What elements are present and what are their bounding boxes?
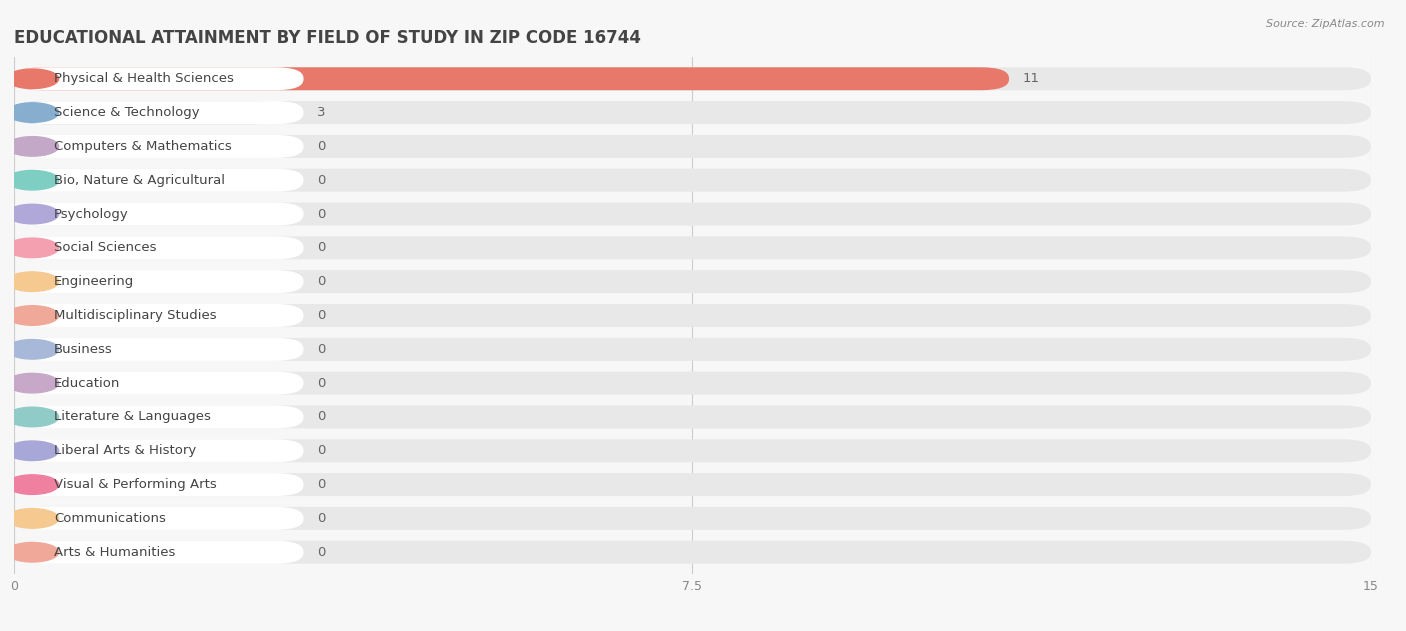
FancyBboxPatch shape: [14, 270, 304, 293]
Text: EDUCATIONAL ATTAINMENT BY FIELD OF STUDY IN ZIP CODE 16744: EDUCATIONAL ATTAINMENT BY FIELD OF STUDY…: [14, 29, 641, 47]
Text: 0: 0: [318, 275, 325, 288]
Text: Arts & Humanities: Arts & Humanities: [53, 546, 176, 558]
FancyBboxPatch shape: [14, 541, 304, 563]
Text: Science & Technology: Science & Technology: [53, 106, 200, 119]
Text: Multidisciplinary Studies: Multidisciplinary Studies: [53, 309, 217, 322]
Circle shape: [7, 374, 59, 393]
Circle shape: [7, 137, 59, 156]
Text: Business: Business: [53, 343, 112, 356]
Circle shape: [7, 103, 59, 122]
FancyBboxPatch shape: [14, 237, 304, 259]
FancyBboxPatch shape: [14, 168, 1371, 192]
Circle shape: [7, 339, 59, 359]
Text: 0: 0: [318, 174, 325, 187]
Text: Physical & Health Sciences: Physical & Health Sciences: [53, 73, 233, 85]
Text: 0: 0: [318, 512, 325, 525]
FancyBboxPatch shape: [14, 372, 304, 394]
FancyBboxPatch shape: [14, 135, 304, 158]
Text: 0: 0: [318, 410, 325, 423]
Text: 0: 0: [318, 478, 325, 491]
Text: Education: Education: [53, 377, 121, 389]
Circle shape: [7, 407, 59, 427]
FancyBboxPatch shape: [14, 507, 304, 530]
FancyBboxPatch shape: [14, 473, 304, 496]
FancyBboxPatch shape: [14, 372, 1371, 394]
FancyBboxPatch shape: [14, 439, 1371, 463]
Circle shape: [7, 238, 59, 257]
Text: Psychology: Psychology: [53, 208, 129, 221]
Text: 11: 11: [1022, 73, 1039, 85]
Text: 0: 0: [318, 309, 325, 322]
FancyBboxPatch shape: [14, 338, 304, 361]
Text: 0: 0: [318, 444, 325, 457]
Text: 3: 3: [318, 106, 326, 119]
Circle shape: [7, 272, 59, 292]
FancyBboxPatch shape: [14, 507, 1371, 530]
FancyBboxPatch shape: [14, 68, 1010, 90]
FancyBboxPatch shape: [14, 406, 304, 428]
Text: Source: ZipAtlas.com: Source: ZipAtlas.com: [1267, 19, 1385, 29]
FancyBboxPatch shape: [14, 101, 304, 124]
Text: 0: 0: [318, 377, 325, 389]
Circle shape: [7, 306, 59, 325]
FancyBboxPatch shape: [14, 270, 1371, 293]
FancyBboxPatch shape: [14, 68, 304, 90]
FancyBboxPatch shape: [14, 304, 304, 327]
FancyBboxPatch shape: [14, 338, 1371, 361]
FancyBboxPatch shape: [14, 406, 1371, 428]
FancyBboxPatch shape: [14, 168, 304, 192]
Text: 0: 0: [318, 546, 325, 558]
FancyBboxPatch shape: [14, 439, 304, 463]
FancyBboxPatch shape: [14, 541, 1371, 563]
FancyBboxPatch shape: [14, 135, 1371, 158]
Text: Liberal Arts & History: Liberal Arts & History: [53, 444, 197, 457]
FancyBboxPatch shape: [14, 237, 1371, 259]
Text: 0: 0: [318, 208, 325, 221]
FancyBboxPatch shape: [14, 101, 285, 124]
Circle shape: [7, 475, 59, 494]
Circle shape: [7, 204, 59, 224]
Text: Bio, Nature & Agricultural: Bio, Nature & Agricultural: [53, 174, 225, 187]
Text: Social Sciences: Social Sciences: [53, 242, 156, 254]
Text: Communications: Communications: [53, 512, 166, 525]
FancyBboxPatch shape: [14, 203, 1371, 225]
Text: 0: 0: [318, 343, 325, 356]
Text: Literature & Languages: Literature & Languages: [53, 410, 211, 423]
Circle shape: [7, 543, 59, 562]
Circle shape: [7, 441, 59, 461]
Circle shape: [7, 509, 59, 528]
FancyBboxPatch shape: [14, 68, 1371, 90]
Circle shape: [7, 170, 59, 190]
Circle shape: [7, 69, 59, 88]
Text: Visual & Performing Arts: Visual & Performing Arts: [53, 478, 217, 491]
FancyBboxPatch shape: [14, 304, 1371, 327]
FancyBboxPatch shape: [14, 473, 1371, 496]
Text: Engineering: Engineering: [53, 275, 135, 288]
FancyBboxPatch shape: [14, 101, 1371, 124]
FancyBboxPatch shape: [14, 203, 304, 225]
Text: 0: 0: [318, 242, 325, 254]
Text: Computers & Mathematics: Computers & Mathematics: [53, 140, 232, 153]
Text: 0: 0: [318, 140, 325, 153]
